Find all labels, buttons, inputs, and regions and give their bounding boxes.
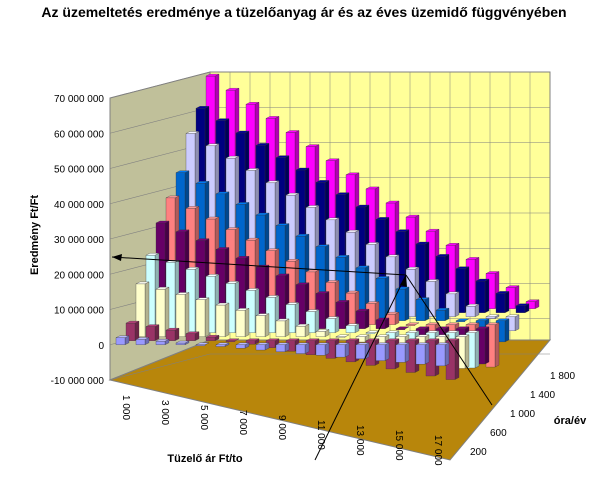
x-tick-label: 17 000 bbox=[432, 435, 443, 466]
bar bbox=[195, 297, 210, 337]
bar bbox=[455, 318, 470, 322]
gridline-side bbox=[109, 71, 211, 99]
y-axis-label: óra/év bbox=[554, 415, 587, 427]
bar bbox=[175, 292, 190, 337]
bar bbox=[465, 330, 480, 369]
bar bbox=[395, 326, 410, 330]
bar bbox=[255, 342, 270, 351]
bar bbox=[415, 297, 430, 321]
bar bbox=[415, 342, 430, 365]
x-tick-label: 3 000 bbox=[159, 400, 170, 425]
bar bbox=[215, 342, 230, 347]
y-tick-label: 1 000 bbox=[510, 409, 535, 420]
bar bbox=[155, 338, 170, 345]
z-axis-ticks: -10 000 000 0 10 000 000 20 000 000 30 000 0… bbox=[51, 94, 105, 387]
bar bbox=[115, 335, 130, 345]
bar bbox=[195, 342, 210, 346]
bar bbox=[525, 299, 540, 309]
bar bbox=[235, 342, 250, 349]
bar bbox=[275, 318, 290, 337]
bar bbox=[305, 309, 320, 333]
bar bbox=[315, 342, 330, 356]
bar bbox=[175, 340, 190, 345]
bars bbox=[115, 73, 540, 380]
y-tick-label: 600 bbox=[490, 428, 507, 439]
x-tick-label: 15 000 bbox=[393, 430, 404, 461]
bar bbox=[485, 314, 500, 319]
gridline-side bbox=[109, 353, 211, 381]
bar bbox=[145, 324, 160, 341]
bar bbox=[505, 314, 520, 332]
bar bbox=[375, 317, 390, 329]
x-tick-label: 11 000 bbox=[315, 420, 326, 450]
x-tick-label: 13 000 bbox=[354, 425, 365, 456]
x-tick-label: 1 000 bbox=[120, 395, 131, 420]
bar bbox=[125, 320, 140, 341]
z-tick-label: 30 000 000 bbox=[54, 235, 104, 246]
bar bbox=[325, 316, 340, 333]
bar bbox=[435, 342, 450, 367]
bar bbox=[395, 342, 410, 363]
bar bbox=[445, 338, 460, 380]
z-tick-label: 20 000 000 bbox=[54, 270, 104, 281]
bar bbox=[435, 307, 450, 321]
bar bbox=[515, 303, 530, 313]
bar bbox=[505, 285, 520, 309]
bar bbox=[475, 278, 490, 313]
z-tick-label: 40 000 000 bbox=[54, 200, 104, 211]
x-axis-label: Tüzelő ár Ft/to bbox=[167, 453, 242, 465]
bar bbox=[445, 291, 460, 317]
bar bbox=[205, 334, 220, 341]
y-tick-label: 1 800 bbox=[550, 371, 575, 382]
bar bbox=[295, 323, 310, 337]
bar bbox=[135, 337, 150, 345]
bar bbox=[375, 342, 390, 361]
bar bbox=[255, 313, 270, 337]
y-tick-label: 200 bbox=[470, 447, 487, 458]
x-tick-label: 9 000 bbox=[276, 415, 287, 440]
bar bbox=[455, 334, 470, 369]
bar bbox=[165, 327, 180, 341]
x-axis-ticks: 1 000 3 000 5 000 7 000 9 000 11 000 13 000 15 … bbox=[120, 395, 443, 466]
bar bbox=[335, 342, 350, 358]
bar bbox=[475, 326, 490, 365]
bar bbox=[225, 338, 240, 342]
bar bbox=[385, 311, 400, 325]
bar bbox=[235, 308, 250, 337]
annotation-arrows bbox=[111, 254, 493, 461]
bar bbox=[465, 303, 480, 317]
bar bbox=[355, 308, 370, 329]
bar bbox=[335, 334, 350, 338]
z-tick-label: 50 000 000 bbox=[54, 165, 104, 176]
bar bbox=[345, 323, 360, 333]
bar bbox=[245, 338, 260, 345]
bar bbox=[355, 342, 370, 360]
x-tick-label: 5 000 bbox=[198, 405, 209, 430]
x-tick-label: 7 000 bbox=[237, 410, 248, 435]
bar bbox=[275, 342, 290, 353]
y-tick-label: 1 400 bbox=[530, 390, 555, 401]
bar bbox=[485, 322, 500, 368]
bar bbox=[405, 322, 420, 326]
z-tick-label: 10 000 000 bbox=[54, 306, 104, 317]
z-axis-label: Eredmény Ft/Ft bbox=[29, 195, 41, 275]
z-tick-label: 0 bbox=[98, 341, 104, 352]
z-tick-label: 60 000 000 bbox=[54, 129, 104, 140]
bar bbox=[185, 331, 200, 341]
bar bbox=[215, 302, 230, 337]
bar bbox=[315, 329, 330, 337]
bar bbox=[495, 291, 510, 313]
gridline-side bbox=[109, 106, 211, 134]
z-tick-label: 70 000 000 bbox=[54, 94, 104, 105]
z-tick-label: -10 000 000 bbox=[51, 376, 105, 387]
bar bbox=[295, 342, 310, 354]
chart-title: Az üzemeltetés eredménye a tüzelőanyag á… bbox=[41, 4, 566, 20]
